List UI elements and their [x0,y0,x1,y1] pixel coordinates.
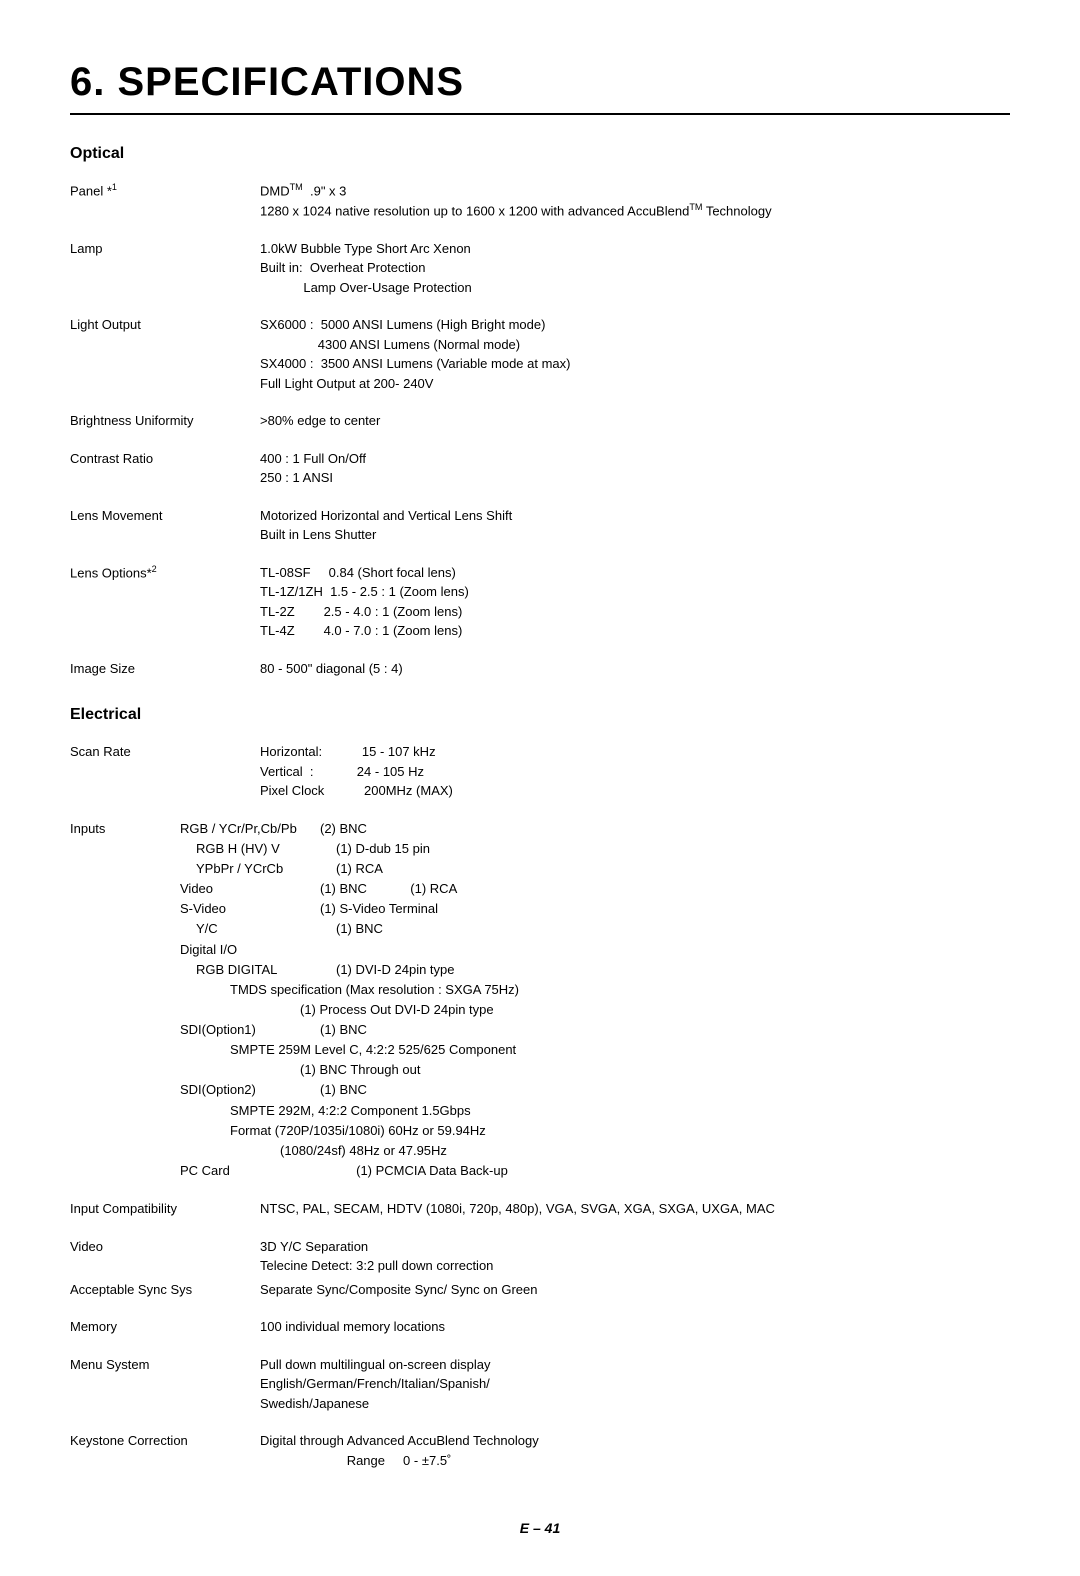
spec-lens-movement: Lens Movement Motorized Horizontal and V… [70,506,1010,545]
inputs-col-label: RGB H (HV) V [180,839,336,859]
spec-value: Motorized Horizontal and Vertical Lens S… [260,506,1010,545]
inputs-col-label: RGB / YCr/Pr,Cb/Pb [180,819,320,839]
inputs-row: SDI(Option1)(1) BNC [180,1020,1010,1040]
spec-label: Menu System [70,1355,260,1414]
inputs-col-label: SDI(Option1) [180,1020,320,1040]
inputs-col-label: Digital I/O [180,940,320,960]
inputs-col-value: (1) PCMCIA Data Back-up [320,1161,1010,1181]
spec-label: Keystone Correction [70,1431,260,1470]
spec-label: Light Output [70,315,260,393]
spec-menu-system: Menu System Pull down multilingual on-sc… [70,1355,1010,1414]
inputs-col-value: (1) BNC [320,1080,1010,1100]
spec-lens-options: Lens Options*2 TL-08SF 0.84 (Short focal… [70,563,1010,641]
spec-value: DMDTM .9" x 31280 x 1024 native resoluti… [260,181,1010,221]
inputs-col-value: (1) BNC (1) RCA [320,879,1010,899]
spec-label: Video [70,1237,260,1276]
page-footer: E – 41 [70,1520,1010,1536]
inputs-line: TMDS specification (Max resolution : SXG… [180,980,1010,1000]
spec-light-output: Light Output SX6000 : 5000 ANSI Lumens (… [70,315,1010,393]
spec-label: Panel *1 [70,181,260,221]
spec-acceptable-sync: Acceptable Sync Sys Separate Sync/Compos… [70,1280,1010,1300]
spec-keystone: Keystone Correction Digital through Adva… [70,1431,1010,1470]
spec-label: Memory [70,1317,260,1337]
inputs-col-value [320,940,1010,960]
spec-input-compatibility: Input Compatibility NTSC, PAL, SECAM, HD… [70,1199,1010,1219]
spec-inputs: Inputs RGB / YCr/Pr,Cb/Pb(2) BNCRGB H (H… [70,819,1010,1182]
inputs-col-label: S-Video [180,899,320,919]
inputs-table: RGB / YCr/Pr,Cb/Pb(2) BNCRGB H (HV) V(1)… [180,819,1010,1182]
inputs-col-value: (2) BNC [320,819,1010,839]
inputs-row: RGB / YCr/Pr,Cb/Pb(2) BNC [180,819,1010,839]
inputs-col-value: (1) S-Video Terminal [320,899,1010,919]
inputs-row: RGB H (HV) V(1) D-dub 15 pin [180,839,1010,859]
spec-value: 1.0kW Bubble Type Short Arc Xenon Built … [260,239,1010,298]
inputs-line: SMPTE 259M Level C, 4:2:2 525/625 Compon… [180,1040,1010,1060]
spec-value: 3D Y/C Separation Telecine Detect: 3:2 p… [260,1237,1010,1276]
inputs-line: (1080/24sf) 48Hz or 47.95Hz [180,1141,1010,1161]
section-optical-title: Optical [70,145,1010,163]
inputs-col-label: PC Card [180,1161,320,1181]
spec-value: 80 - 500" diagonal (5 : 4) [260,659,1010,679]
inputs-row: Y/C(1) BNC [180,919,1010,939]
spec-value: 100 individual memory locations [260,1317,1010,1337]
spec-label: Image Size [70,659,260,679]
spec-video: Video 3D Y/C Separation Telecine Detect:… [70,1237,1010,1276]
spec-value: Digital through Advanced AccuBlend Techn… [260,1431,1010,1470]
inputs-row: S-Video(1) S-Video Terminal [180,899,1010,919]
spec-lamp: Lamp 1.0kW Bubble Type Short Arc Xenon B… [70,239,1010,298]
inputs-row: PC Card (1) PCMCIA Data Back-up [180,1161,1010,1181]
spec-contrast-ratio: Contrast Ratio 400 : 1 Full On/Off 250 :… [70,449,1010,488]
section-electrical-title: Electrical [70,706,1010,724]
spec-label: Scan Rate [70,742,260,801]
inputs-row: RGB DIGITAL(1) DVI-D 24pin type [180,960,1010,980]
inputs-line: (1) Process Out DVI-D 24pin type [180,1000,1010,1020]
inputs-col-value: (1) BNC [336,919,1010,939]
spec-value: Horizontal: 15 - 107 kHz Vertical : 24 -… [260,742,1010,801]
spec-label: Inputs [70,819,180,1182]
spec-memory: Memory 100 individual memory locations [70,1317,1010,1337]
spec-value: 400 : 1 Full On/Off 250 : 1 ANSI [260,449,1010,488]
spec-image-size: Image Size 80 - 500" diagonal (5 : 4) [70,659,1010,679]
inputs-row: SDI(Option2)(1) BNC [180,1080,1010,1100]
inputs-line: SMPTE 292M, 4:2:2 Component 1.5Gbps [180,1101,1010,1121]
inputs-col-label: Y/C [180,919,336,939]
inputs-col-label: Video [180,879,320,899]
spec-value: SX6000 : 5000 ANSI Lumens (High Bright m… [260,315,1010,393]
inputs-col-label: SDI(Option2) [180,1080,320,1100]
spec-value: NTSC, PAL, SECAM, HDTV (1080i, 720p, 480… [260,1199,1010,1219]
spec-label: Contrast Ratio [70,449,260,488]
inputs-col-value: (1) RCA [336,859,1010,879]
spec-panel: Panel *1 DMDTM .9" x 31280 x 1024 native… [70,181,1010,221]
inputs-col-value: (1) DVI-D 24pin type [336,960,1010,980]
spec-label: Acceptable Sync Sys [70,1280,260,1300]
inputs-row: YPbPr / YCrCb(1) RCA [180,859,1010,879]
inputs-row: Video(1) BNC (1) RCA [180,879,1010,899]
inputs-row: Digital I/O [180,940,1010,960]
spec-label: Lens Movement [70,506,260,545]
spec-value: Separate Sync/Composite Sync/ Sync on Gr… [260,1280,1010,1300]
chapter-title: 6. SPECIFICATIONS [70,60,1010,115]
spec-label: Brightness Uniformity [70,411,260,431]
inputs-col-value: (1) BNC [320,1020,1010,1040]
spec-value: Pull down multilingual on-screen display… [260,1355,1010,1414]
spec-brightness-uniformity: Brightness Uniformity >80% edge to cente… [70,411,1010,431]
spec-value: TL-08SF 0.84 (Short focal lens) TL-1Z/1Z… [260,563,1010,641]
inputs-col-label: YPbPr / YCrCb [180,859,336,879]
inputs-line: Format (720P/1035i/1080i) 60Hz or 59.94H… [180,1121,1010,1141]
inputs-col-value: (1) D-dub 15 pin [336,839,1010,859]
inputs-line: (1) BNC Through out [180,1060,1010,1080]
spec-value: >80% edge to center [260,411,1010,431]
spec-label: Lens Options*2 [70,563,260,641]
spec-label: Lamp [70,239,260,298]
inputs-col-label: RGB DIGITAL [180,960,336,980]
spec-label: Input Compatibility [70,1199,260,1219]
spec-scan-rate: Scan Rate Horizontal: 15 - 107 kHz Verti… [70,742,1010,801]
